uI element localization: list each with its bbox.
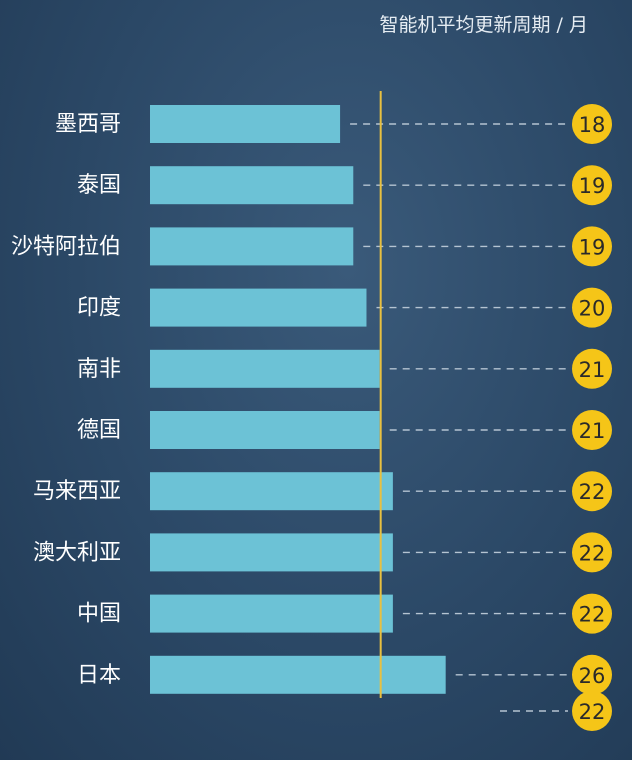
value-label: 21	[579, 419, 606, 443]
bar	[150, 105, 341, 143]
value-badge	[572, 165, 612, 206]
category-label: 德国	[77, 418, 121, 443]
category-label: 澳大利亚	[33, 540, 121, 565]
value-label: 22	[579, 603, 606, 627]
category-label: 日本	[77, 663, 121, 688]
bar	[150, 349, 380, 388]
bar	[150, 411, 380, 449]
value-badge	[572, 471, 612, 512]
value-label: 22	[579, 541, 606, 565]
average-value-label: 22	[579, 700, 606, 724]
value-badge	[572, 654, 612, 695]
category-label: 墨西哥	[55, 112, 121, 137]
category-label: 泰国	[77, 173, 121, 198]
bar	[150, 288, 367, 327]
value-badge	[572, 532, 612, 573]
value-badge	[572, 410, 612, 450]
value-badge	[572, 226, 612, 267]
category-label: 印度	[77, 296, 121, 321]
category-label: 南非	[77, 357, 121, 382]
bar	[150, 594, 393, 633]
value-badge	[572, 104, 612, 144]
value-label: 19	[579, 174, 606, 198]
bar	[150, 166, 354, 205]
value-label: 18	[579, 113, 606, 137]
value-label: 19	[579, 235, 606, 259]
bar	[150, 655, 446, 694]
value-badge	[572, 348, 612, 389]
value-badge	[572, 593, 612, 634]
category-label: 马来西亚	[33, 479, 121, 504]
chart-title: 智能机平均更新周期 / 月	[380, 14, 588, 36]
value-label: 21	[579, 358, 606, 382]
value-label: 26	[579, 664, 606, 688]
category-label: 中国	[77, 602, 121, 627]
value-label: 22	[579, 480, 606, 504]
category-label: 沙特阿拉伯	[11, 234, 121, 259]
average-badge	[572, 691, 612, 731]
value-badge	[572, 287, 612, 328]
bar	[150, 227, 354, 266]
bar	[150, 472, 393, 511]
value-label: 20	[579, 297, 606, 321]
bar	[150, 533, 393, 572]
